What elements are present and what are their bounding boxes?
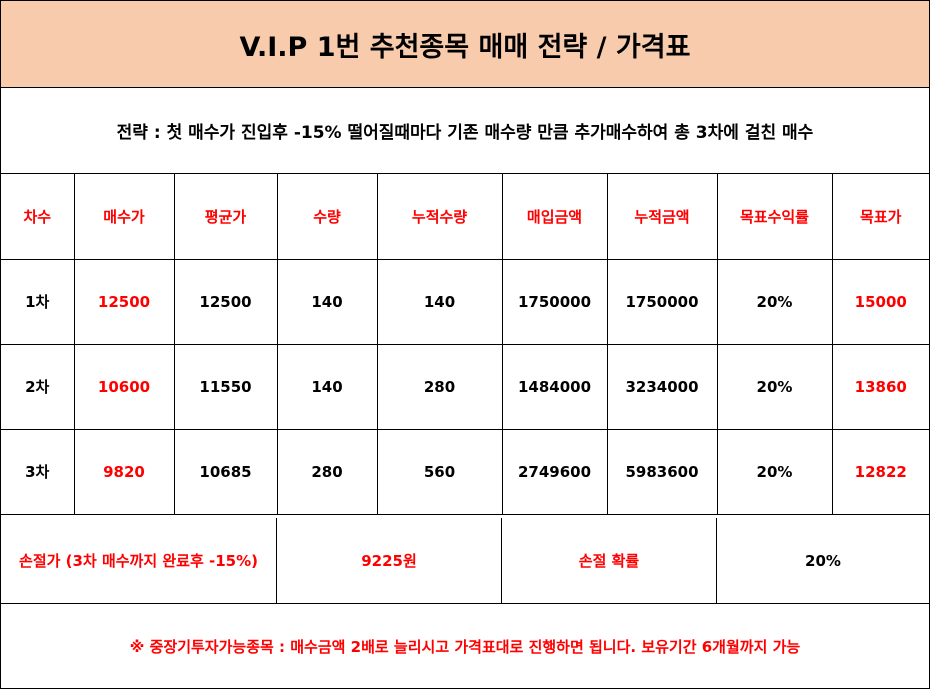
- cumulative-amount-cell: 1750000: [607, 259, 718, 345]
- avg-price-cell: 11550: [174, 344, 278, 430]
- header-cell: 목표수익률: [717, 174, 833, 260]
- page-title: V.I.P 1번 추천종목 매매 전략 / 가격표: [1, 1, 929, 88]
- avg-price-cell: 10685: [174, 429, 278, 515]
- buy-price-cell: 9820: [74, 429, 175, 515]
- footnote: ※ 중장기투자가능종목 : 매수금액 2배로 늘리시고 가격표대로 진행하면 됩…: [129, 637, 801, 656]
- cumulative-amount-cell: 3234000: [607, 344, 718, 430]
- target-return-cell: 20%: [717, 429, 833, 515]
- strategy-text: 전략 : 첫 매수가 진입후 -15% 떨어질때마다 기존 매수량 만큼 추가매…: [1, 88, 929, 174]
- cumulative-quantity-cell: 280: [377, 344, 503, 430]
- purchase-amount-cell: 1484000: [502, 344, 608, 430]
- header-cell: 매수가: [74, 174, 175, 260]
- table-row: 3차 9820 10685 280 560 2749600 5983600 20…: [1, 429, 929, 515]
- stop-loss-row: 손절가 (3차 매수까지 완료후 -15%) 9225원 손절 확률 20%: [1, 518, 929, 604]
- target-price-cell: 12822: [832, 429, 929, 515]
- stop-loss-probability-label: 손절 확률: [502, 518, 717, 603]
- header-cell: 차수: [1, 174, 75, 260]
- table-row: 1차 12500 12500 140 140 1750000 1750000 2…: [1, 259, 929, 345]
- header-cell: 평균가: [174, 174, 278, 260]
- cumulative-quantity-cell: 140: [377, 259, 503, 345]
- purchase-amount-cell: 1750000: [502, 259, 608, 345]
- target-return-cell: 20%: [717, 259, 833, 345]
- stop-loss-probability-value: 20%: [805, 551, 841, 570]
- header-cell: 매입금액: [502, 174, 608, 260]
- stop-loss-label: 손절가 (3차 매수까지 완료후 -15%): [1, 518, 277, 603]
- quantity-cell: 140: [277, 344, 378, 430]
- target-price-cell: 13860: [832, 344, 929, 430]
- cumulative-amount-cell: 5983600: [607, 429, 718, 515]
- quantity-cell: 280: [277, 429, 378, 515]
- buy-price-cell: 12500: [74, 259, 175, 345]
- buy-price-cell: 10600: [74, 344, 175, 430]
- avg-price-cell: 12500: [174, 259, 278, 345]
- table-header-row: 차수 매수가 평균가 수량 누적수량 매입금액 누적금액 목표수익률 목표가: [1, 174, 929, 260]
- header-cell: 목표가: [832, 174, 929, 260]
- target-price-cell: 15000: [832, 259, 929, 345]
- quantity-cell: 140: [277, 259, 378, 345]
- round-cell: 3차: [1, 429, 75, 515]
- table-row: 2차 10600 11550 140 280 1484000 3234000 2…: [1, 344, 929, 430]
- price-table: 차수 매수가 평균가 수량 누적수량 매입금액 누적금액 목표수익률 목표가 1…: [1, 174, 929, 515]
- header-cell: 누적금액: [607, 174, 718, 260]
- header-cell: 수량: [277, 174, 378, 260]
- header-cell: 누적수량: [377, 174, 503, 260]
- purchase-amount-cell: 2749600: [502, 429, 608, 515]
- round-cell: 2차: [1, 344, 75, 430]
- target-return-cell: 20%: [717, 344, 833, 430]
- stop-loss-price: 9225원: [277, 518, 502, 603]
- cumulative-quantity-cell: 560: [377, 429, 503, 515]
- round-cell: 1차: [1, 259, 75, 345]
